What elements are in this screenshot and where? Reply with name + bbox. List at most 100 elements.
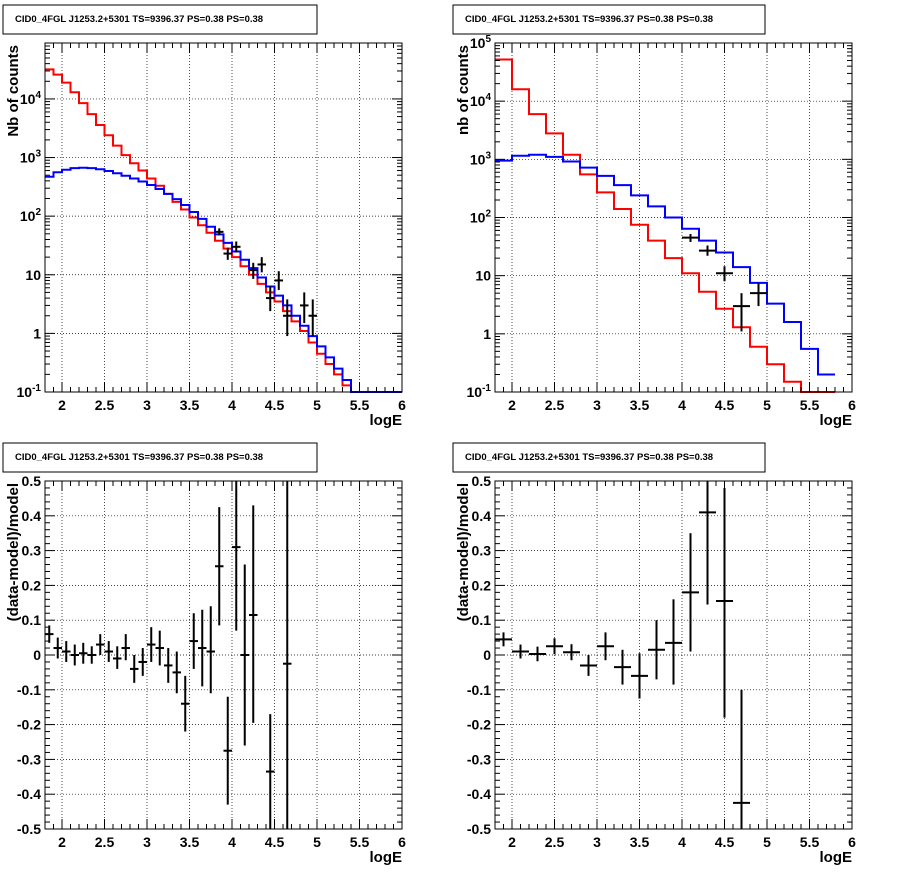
data-point [614, 649, 631, 685]
x-tick-label: 6 [398, 397, 406, 413]
y-tick-label: 10 [475, 268, 491, 284]
grid [45, 43, 402, 392]
data-point [206, 606, 215, 694]
data-point [648, 620, 665, 680]
x-tick-label: 3.5 [630, 834, 650, 850]
y-tick-label: 104 [20, 90, 42, 107]
data-point [266, 714, 275, 829]
x-tick-label: 2 [58, 834, 66, 850]
data-point [87, 646, 96, 664]
plot-frame [44, 42, 403, 393]
x-tick-label: 2.5 [95, 834, 115, 850]
x-tick-label: 2.5 [545, 834, 565, 850]
x-tick-label: 6 [398, 834, 406, 850]
data-point [138, 648, 147, 676]
y-tick-label: -0.2 [17, 717, 41, 733]
y-tick-label: -0.4 [17, 786, 41, 802]
y-tick-label: 0.1 [472, 612, 492, 628]
y-tick-label: 10-1 [17, 383, 42, 400]
x-tick-label: 5.5 [350, 397, 370, 413]
y-tick-label: 0.2 [22, 577, 42, 593]
x-tick-label: 4 [228, 397, 236, 413]
grid [45, 481, 402, 829]
y-tick-label: -0.4 [467, 786, 491, 802]
y-tick-label: 102 [470, 209, 492, 226]
data-point [113, 646, 122, 669]
data-point [70, 644, 79, 666]
data-point [733, 293, 750, 332]
data-point [699, 245, 716, 256]
x-tick-label: 2 [58, 397, 66, 413]
data-points [215, 228, 317, 337]
data-point [62, 641, 71, 662]
y-tick-label: 105 [470, 34, 492, 51]
x-tick-label: 5.5 [800, 397, 820, 413]
x-tick-label: 3.5 [180, 834, 200, 850]
axis-ticks [44, 480, 403, 830]
x-axis-label: logE [370, 849, 403, 866]
data-point [232, 241, 241, 253]
y-tick-label: 103 [470, 150, 492, 167]
y-axis-label: (data-model)/model [5, 483, 22, 621]
x-tick-label: 3 [143, 834, 151, 850]
x-tick-label: 6 [848, 397, 856, 413]
y-tick-label: 104 [470, 92, 492, 109]
data-point [716, 487, 733, 718]
title-box-frame [452, 442, 766, 473]
y-tick-label: 1 [33, 325, 41, 341]
data-point [215, 507, 224, 626]
x-tick-label: 5.5 [800, 834, 820, 850]
x-tick-label: 4.5 [715, 397, 735, 413]
data-point [631, 653, 648, 699]
data-point [733, 689, 750, 829]
chart-title: CID0_4FGL J1253.2+5301 TS=9396.37 PS=0.3… [15, 452, 263, 463]
data-point [699, 481, 716, 605]
data-point [529, 646, 546, 662]
data-point [96, 634, 105, 655]
x-tick-label: 4 [678, 397, 686, 413]
y-tick-label: -0.5 [467, 821, 491, 837]
chart-title: CID0_4FGL J1253.2+5301 TS=9396.37 PS=0.3… [465, 14, 713, 25]
x-axis-label: logE [820, 412, 853, 429]
title-box-frame [452, 4, 766, 35]
y-tick-label: 0 [483, 647, 491, 663]
chart-title: CID0_4FGL J1253.2+5301 TS=9396.37 PS=0.3… [15, 14, 263, 25]
y-tick-label: 0.5 [472, 473, 492, 489]
y-tick-label: 0.4 [22, 508, 42, 524]
x-tick-label: 4.5 [265, 397, 285, 413]
data-point [563, 644, 580, 661]
axis-ticks [44, 42, 403, 393]
data-point [181, 675, 190, 732]
data-points [682, 234, 767, 332]
data-point [257, 257, 266, 273]
y-tick-label: 103 [20, 149, 42, 166]
data-point [121, 634, 130, 661]
data-point [223, 696, 232, 805]
y-tick-label: 0.4 [472, 508, 492, 524]
x-tick-label: 3.5 [630, 397, 650, 413]
data-point [53, 637, 62, 659]
x-tick-label: 4 [228, 834, 236, 850]
data-point [682, 533, 699, 652]
data-point [308, 299, 317, 337]
x-tick-label: 6 [848, 834, 856, 850]
data-point [682, 234, 699, 242]
data-point [597, 632, 614, 661]
total-model-histogram [45, 68, 402, 393]
y-axis-label: nb of counts [455, 45, 472, 135]
y-tick-label: 0 [33, 647, 41, 663]
title-box-frame [2, 442, 318, 473]
y-tick-label: 10-1 [467, 383, 492, 400]
x-tick-label: 3 [593, 834, 601, 850]
x-tick-label: 2.5 [545, 397, 565, 413]
y-tick-label: -0.2 [467, 717, 491, 733]
y-tick-label: 0.3 [472, 543, 492, 559]
data-point [240, 564, 249, 746]
data-point [266, 285, 275, 312]
x-tick-label: 3 [593, 397, 601, 413]
x-tick-label: 5 [763, 834, 771, 850]
grid [495, 481, 852, 829]
data-point [546, 638, 563, 655]
x-tick-label: 5 [313, 834, 321, 850]
